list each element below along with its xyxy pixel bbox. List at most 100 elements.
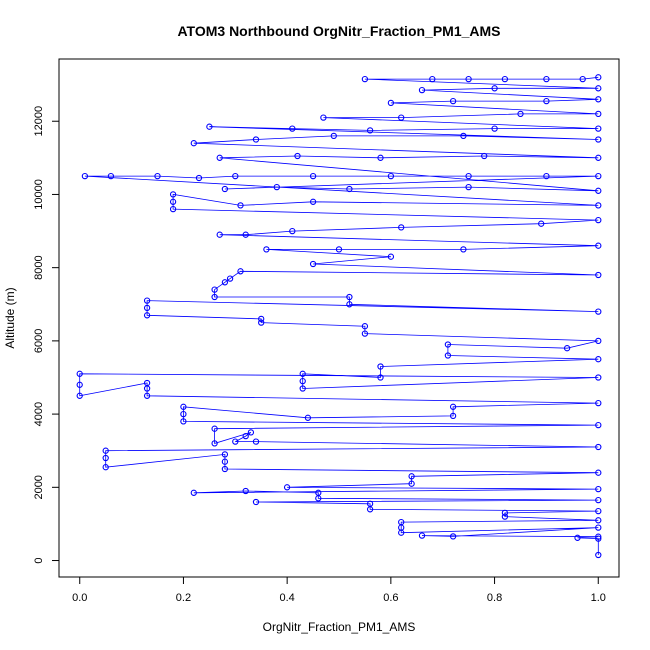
data-point xyxy=(595,507,602,515)
data-point xyxy=(595,496,602,504)
data-point xyxy=(408,473,415,480)
data-marks xyxy=(76,74,602,559)
data-point xyxy=(595,110,602,118)
data-point xyxy=(595,271,602,279)
x-tick-label: 0.4 xyxy=(279,592,294,604)
data-point xyxy=(595,96,602,103)
data-point xyxy=(252,498,260,506)
data-point xyxy=(595,535,602,542)
data-point xyxy=(289,125,296,132)
data-point xyxy=(595,308,602,315)
data-point xyxy=(460,132,467,140)
x-tick-label: 0.8 xyxy=(487,592,502,604)
data-point xyxy=(387,99,395,107)
data-point xyxy=(501,509,509,517)
data-point xyxy=(180,410,187,418)
y-axis-label: Altitude (m) xyxy=(3,287,17,348)
data-point xyxy=(304,414,312,421)
data-point xyxy=(309,260,317,268)
data-point xyxy=(574,534,581,541)
data-point xyxy=(429,75,436,83)
data-point xyxy=(237,268,244,275)
data-point xyxy=(595,443,602,451)
data-point xyxy=(76,370,83,377)
data-point xyxy=(216,231,223,238)
data-point xyxy=(299,370,306,377)
data-point xyxy=(595,136,602,143)
data-point xyxy=(361,323,369,330)
data-point xyxy=(273,183,280,191)
data-point xyxy=(595,216,602,224)
data-point xyxy=(242,432,249,440)
data-point xyxy=(211,425,218,432)
y-tick-label: 8000 xyxy=(33,255,45,279)
data-point xyxy=(398,114,405,121)
data-point xyxy=(76,392,83,399)
data-point xyxy=(221,279,229,286)
data-point xyxy=(143,304,151,312)
data-point xyxy=(76,381,83,388)
x-tick-label: 0.0 xyxy=(72,592,87,604)
data-point xyxy=(320,114,327,121)
data-point xyxy=(102,454,109,462)
data-point xyxy=(190,140,197,147)
data-point xyxy=(377,154,384,161)
data-point xyxy=(180,418,187,425)
data-point xyxy=(543,172,550,180)
data-point xyxy=(242,487,249,495)
data-point xyxy=(366,500,374,507)
data-point xyxy=(242,231,249,238)
data-point xyxy=(226,275,234,282)
data-point xyxy=(418,86,426,94)
data-point xyxy=(299,377,306,385)
data-point xyxy=(449,97,457,105)
data-point xyxy=(232,172,239,180)
data-point xyxy=(377,363,384,370)
data-point xyxy=(460,246,467,253)
data-point xyxy=(538,220,545,227)
data-point xyxy=(595,202,602,209)
data-point xyxy=(563,345,571,352)
data-point xyxy=(190,489,197,496)
data-point xyxy=(418,532,426,539)
data-point xyxy=(595,337,602,345)
data-point xyxy=(107,172,115,180)
data-point xyxy=(387,172,395,180)
data-point xyxy=(465,75,472,83)
data-point xyxy=(143,392,151,399)
data-point xyxy=(595,374,602,381)
data-point xyxy=(346,185,353,193)
x-axis: 0.0 0.2 0.4 0.6 0.8 1.0 xyxy=(72,577,606,604)
data-point xyxy=(517,110,524,118)
data-point xyxy=(543,97,550,105)
data-point xyxy=(481,152,488,160)
data-point xyxy=(595,524,602,531)
data-point xyxy=(491,125,498,132)
x-axis-label: OrgNitr_Fraction_PM1_AMS xyxy=(263,620,416,634)
data-point xyxy=(501,513,509,520)
data-point xyxy=(346,293,353,301)
y-tick-label: 4000 xyxy=(33,402,45,426)
data-point xyxy=(346,301,353,308)
data-point xyxy=(595,242,602,249)
data-point xyxy=(449,403,457,410)
data-point xyxy=(595,85,602,92)
data-point xyxy=(595,187,602,194)
x-tick-label: 0.2 xyxy=(176,592,191,604)
data-point xyxy=(366,127,374,134)
data-point xyxy=(143,312,151,319)
data-point xyxy=(315,489,322,496)
data-point xyxy=(221,458,229,465)
x-tick-label: 1.0 xyxy=(591,592,606,604)
data-point xyxy=(102,447,109,454)
data-point xyxy=(398,224,405,231)
y-tick-label: 6000 xyxy=(33,329,45,353)
data-point xyxy=(309,172,317,180)
data-point xyxy=(195,174,203,182)
data-point xyxy=(595,533,602,540)
data-point xyxy=(232,438,239,445)
chart-title: ATOM3 Northbound OrgNitr_Fraction_PM1_AM… xyxy=(177,23,500,39)
data-point xyxy=(377,374,384,381)
data-point xyxy=(398,518,405,526)
data-point xyxy=(387,253,395,260)
